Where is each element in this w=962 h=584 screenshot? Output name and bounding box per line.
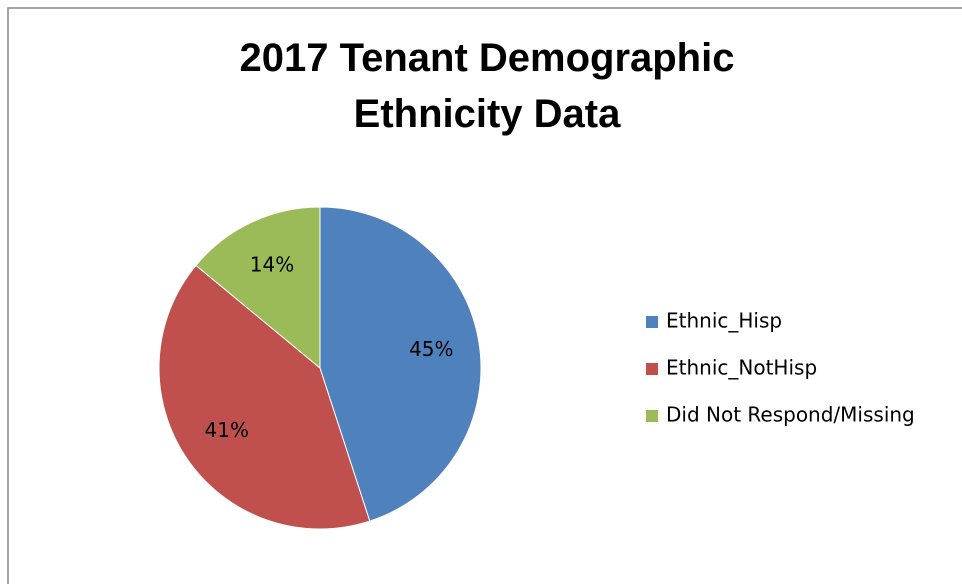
legend-swatch <box>646 316 658 328</box>
pie-slice <box>195 206 321 370</box>
pie-slice <box>158 264 371 530</box>
legend-swatch <box>646 410 658 422</box>
data-label: 14% <box>250 253 294 277</box>
legend-swatch <box>646 363 658 375</box>
chart-title: 2017 Tenant Demographic Ethnicity Data <box>239 36 735 136</box>
data-label: 41% <box>205 418 249 442</box>
pie-slice <box>319 206 482 522</box>
legend-label: Ethnic_NotHisp <box>666 356 817 380</box>
legend-label: Did Not Respond/Missing <box>666 403 915 427</box>
chart-border <box>7 7 962 584</box>
legend-label: Ethnic_Hisp <box>666 309 782 333</box>
data-label: 45% <box>409 337 453 361</box>
